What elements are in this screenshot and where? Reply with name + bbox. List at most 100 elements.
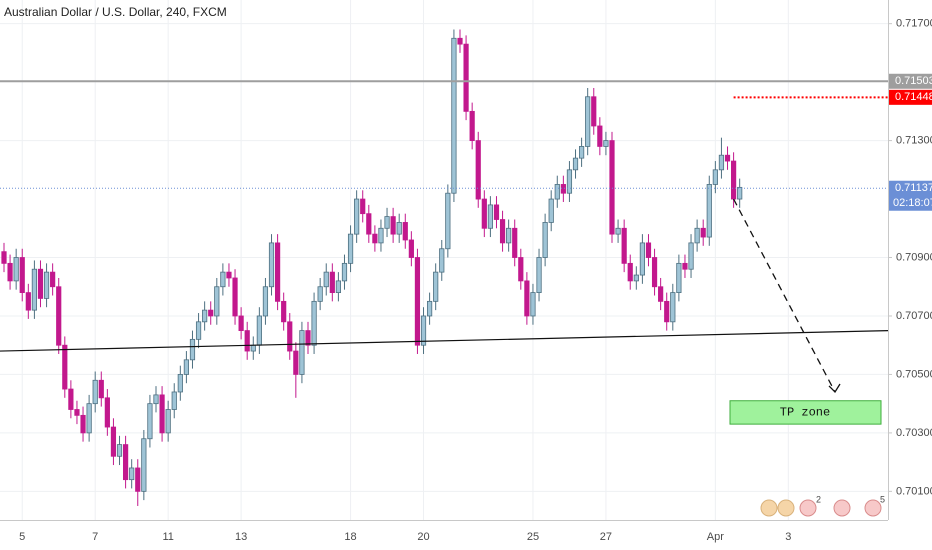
candle-body bbox=[238, 315, 244, 331]
candle-body bbox=[451, 37, 457, 194]
x-tick-label: 18 bbox=[344, 531, 356, 543]
candle-body bbox=[512, 227, 518, 258]
candle-body bbox=[676, 262, 682, 293]
candle-body bbox=[323, 271, 329, 288]
candle-body bbox=[116, 444, 123, 457]
candle-body bbox=[208, 309, 214, 317]
event-count: 2 bbox=[816, 494, 821, 504]
candle-body bbox=[372, 233, 378, 244]
tp-zone bbox=[729, 400, 882, 425]
candle-body bbox=[475, 140, 481, 200]
x-tick-label: 3 bbox=[785, 531, 791, 543]
candle-body bbox=[469, 110, 475, 141]
candle-body bbox=[135, 467, 141, 492]
candle-body bbox=[560, 184, 566, 194]
candle-body bbox=[104, 397, 110, 428]
candle-body bbox=[317, 286, 323, 302]
candle-body bbox=[585, 96, 591, 147]
candle-body bbox=[651, 257, 658, 288]
candle-body bbox=[68, 388, 74, 410]
candle-body bbox=[420, 315, 427, 346]
candle-body bbox=[189, 338, 196, 361]
candle-body bbox=[737, 186, 743, 200]
x-tick-label: 11 bbox=[162, 531, 173, 543]
candle-body bbox=[463, 43, 469, 112]
candle-body bbox=[62, 344, 68, 390]
candle-body bbox=[299, 330, 305, 375]
candle-body bbox=[621, 227, 627, 264]
candle-body bbox=[493, 204, 500, 220]
candle-body bbox=[396, 222, 402, 235]
x-tick-label: Apr bbox=[707, 531, 724, 543]
candle-body bbox=[579, 146, 585, 159]
candle-body bbox=[731, 160, 737, 200]
candle-body bbox=[31, 268, 38, 311]
candle-body bbox=[123, 444, 129, 481]
candle-body bbox=[110, 426, 117, 457]
candle-body bbox=[287, 321, 293, 352]
candle-body bbox=[37, 268, 44, 299]
candle-body bbox=[664, 300, 670, 323]
candle-body bbox=[706, 184, 712, 238]
candle-body bbox=[390, 216, 396, 235]
candle-body bbox=[627, 262, 633, 282]
plot bbox=[1, 29, 743, 506]
arrow-head bbox=[828, 383, 841, 394]
candle-body bbox=[506, 227, 512, 244]
candle-body bbox=[98, 379, 104, 399]
candle-body bbox=[433, 271, 439, 302]
y-tick-label: 0.71300 bbox=[896, 135, 932, 147]
overlay: TP zone bbox=[0, 80, 889, 425]
y-tick-label: 0.70900 bbox=[896, 251, 932, 263]
candle-body bbox=[694, 227, 700, 244]
price-tag bbox=[889, 73, 932, 89]
candle-body bbox=[384, 216, 390, 229]
x-tick-label: 7 bbox=[92, 531, 98, 543]
y-tick-label: 0.70500 bbox=[896, 368, 932, 380]
candle-body bbox=[43, 271, 50, 299]
event-icons bbox=[760, 499, 882, 517]
candle-body bbox=[487, 204, 494, 229]
price-tag bbox=[889, 180, 932, 211]
candle-body bbox=[639, 242, 646, 276]
candle-body bbox=[141, 438, 147, 492]
candle-body bbox=[718, 154, 725, 171]
candle-body bbox=[50, 271, 56, 288]
event-count: 5 bbox=[880, 494, 885, 504]
price-tag-label: 0.71448 bbox=[895, 91, 932, 103]
candle-body bbox=[609, 140, 615, 235]
candle-body bbox=[177, 374, 183, 393]
candle-body bbox=[530, 292, 536, 317]
candle-body bbox=[165, 409, 171, 434]
candle-body bbox=[129, 467, 135, 481]
y-tick-label: 0.70300 bbox=[896, 427, 932, 439]
candle-body bbox=[670, 292, 676, 323]
candle-body bbox=[256, 315, 262, 346]
countdown: 02:18:07 bbox=[893, 197, 932, 209]
candle-body bbox=[13, 257, 19, 282]
x-tick-label: 25 bbox=[527, 531, 539, 543]
candle-body bbox=[426, 300, 433, 317]
candle-body bbox=[524, 280, 530, 317]
candle-body bbox=[688, 242, 694, 270]
candle-body bbox=[658, 286, 664, 302]
candle-body bbox=[439, 248, 445, 273]
candle-body bbox=[518, 257, 524, 282]
candle-body bbox=[402, 222, 408, 241]
candle-body bbox=[281, 300, 287, 323]
candle-body bbox=[597, 125, 603, 147]
candle-body bbox=[645, 242, 652, 258]
candle-body bbox=[305, 330, 311, 346]
forecast-arrow bbox=[733, 198, 836, 393]
candle-body bbox=[341, 262, 348, 282]
candle-body bbox=[554, 184, 560, 200]
candle-body bbox=[250, 344, 256, 352]
y-tick-label: 0.70700 bbox=[896, 310, 932, 322]
candle-body bbox=[202, 309, 208, 323]
trendline bbox=[0, 329, 889, 352]
x-tick-label: 5 bbox=[19, 531, 25, 543]
candle-body bbox=[633, 274, 639, 282]
tp-zone-label: TP zone bbox=[780, 406, 830, 420]
candle-body bbox=[572, 157, 579, 171]
candle-body bbox=[268, 242, 275, 288]
